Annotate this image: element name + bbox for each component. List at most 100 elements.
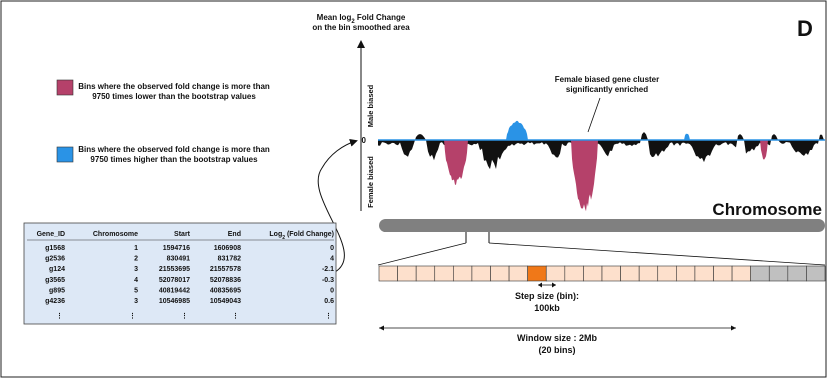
legend-female-line2: 9750 times lower than the bootstrap valu…: [92, 92, 256, 101]
bin-cell: [490, 265, 510, 282]
cell-start: 1594716: [163, 245, 190, 252]
cell-start: 21553695: [159, 266, 190, 273]
cell-chromosome: 2: [134, 256, 138, 263]
bin-cell: [638, 265, 659, 282]
cell-end: 52078836: [210, 277, 241, 284]
cell-start: 52078017: [159, 277, 190, 284]
cell-log2fc: 0: [330, 287, 334, 294]
bin-cell: [806, 265, 826, 282]
window-size-label-line1: Window size : 2Mb: [517, 333, 597, 343]
step-size-label-line1: Step size (bin):: [515, 291, 579, 301]
bin-cell: [415, 265, 436, 282]
cell-end: 1606908: [214, 245, 241, 252]
bin-cell: [620, 265, 640, 282]
table-header-end: End: [228, 231, 241, 238]
cell-chromosome: 4: [134, 277, 138, 284]
cell-start: 10546985: [159, 298, 190, 305]
male-biased-label: Male biased: [366, 84, 375, 127]
gene-table: Gene_ID Chromosome Start End Log2 (Fold …: [23, 222, 337, 325]
step-size-arrowheads: [538, 282, 556, 288]
table-header-start: Start: [174, 231, 191, 238]
table-ellipsis: ⋮: [56, 312, 63, 320]
cell-gene-id: g2536: [45, 256, 65, 263]
cell-gene-id: g4236: [45, 298, 65, 305]
table-ellipsis: ⋮: [232, 312, 239, 320]
bin-cell: [787, 265, 807, 282]
bin-cell: [564, 265, 584, 282]
table-header-log2fc: Log2 (Fold Change): [269, 231, 334, 241]
table-rows: g1568 1 1594716 1606908 0 g2536 2 830491 831782 4…: [45, 245, 334, 320]
annotation-line2: significantly enriched: [566, 85, 648, 94]
chromosome-bar: [379, 219, 825, 232]
table-ellipsis: ⋮: [325, 312, 332, 320]
male-biased-peak-2: [684, 133, 690, 140]
bin-cell: [471, 265, 491, 282]
cell-end: 21557578: [210, 266, 241, 273]
cell-gene-id: g3565: [45, 277, 65, 284]
cell-gene-id: g895: [49, 287, 65, 294]
y-axis-title-line1: Mean log2 Fold Change: [317, 13, 406, 25]
bin-cell: [434, 265, 454, 282]
cell-log2fc: 0.6: [324, 298, 334, 305]
zoom-line-left: [377, 242, 467, 266]
bin-cell: [676, 265, 696, 282]
panel-letter: D: [797, 16, 813, 41]
bin-cell: [713, 265, 733, 282]
legend-female-line1: Bins where the observed fold change is m…: [78, 82, 270, 91]
cell-log2fc: -0.3: [322, 277, 334, 284]
bin-cell: [694, 265, 714, 282]
legend-swatch-female: [56, 79, 74, 96]
cell-chromosome: 3: [134, 266, 138, 273]
table-ellipsis: ⋮: [181, 312, 188, 320]
bin-cell: [583, 265, 603, 282]
bin-cell: [508, 265, 528, 282]
bin-cell: [545, 265, 566, 282]
female-biased-peak-2: [571, 140, 598, 212]
bins-strip: [378, 265, 826, 282]
bin-cell: [453, 265, 473, 282]
cell-gene-id: g1568: [45, 245, 65, 252]
cell-end: 40835695: [210, 287, 241, 294]
annotation-pointer: [587, 97, 601, 133]
table-to-track-arrow: [317, 138, 358, 273]
neutral-signal-area: [378, 132, 825, 170]
table-ellipsis: ⋮: [129, 312, 136, 320]
cell-start: 830491: [167, 256, 190, 263]
female-biased-peak-1: [444, 140, 468, 185]
bin-cell: [750, 265, 770, 282]
fold-change-track: [378, 120, 825, 212]
table-header-chromosome: Chromosome: [93, 231, 138, 238]
bin-cell: [731, 265, 751, 282]
cell-start: 40819442: [159, 287, 190, 294]
cell-gene-id: g124: [49, 266, 65, 273]
cell-log2fc: -2.1: [322, 266, 334, 273]
legend-male-line1: Bins where the observed fold change is m…: [78, 145, 270, 154]
legend-swatch-male: [56, 146, 74, 163]
window-size-label-line2: (20 bins): [538, 345, 575, 355]
chromosome-label: Chromosome: [712, 200, 822, 219]
y-axis-title-line2: on the bin smoothed area: [312, 23, 410, 32]
bin-cell: [768, 265, 789, 282]
female-biased-label: Female biased: [366, 156, 375, 208]
table-header-gene-id: Gene_ID: [37, 231, 65, 238]
track-y-axis: Mean log2 Fold Change on the bin smoothe…: [312, 13, 410, 211]
table-background: [23, 222, 337, 325]
annotation-line1: Female biased gene cluster: [555, 75, 660, 84]
bin-cell: [397, 265, 417, 282]
bin-cell: [601, 265, 621, 282]
cell-chromosome: 1: [134, 245, 138, 252]
male-biased-peak-1: [506, 120, 528, 140]
cell-chromosome: 5: [134, 287, 138, 294]
female-biased-peak-3: [760, 140, 768, 160]
cell-chromosome: 3: [134, 298, 138, 305]
zoom-line-right: [488, 242, 826, 266]
zero-label: 0: [362, 136, 367, 145]
legend-male-line2: 9750 times higher than the bootstrap val…: [90, 155, 258, 164]
bin-cell-step: [527, 265, 547, 282]
cell-log2fc: 0: [330, 245, 334, 252]
step-size-label-line2: 100kb: [534, 303, 560, 313]
cell-end: 831782: [218, 256, 241, 263]
